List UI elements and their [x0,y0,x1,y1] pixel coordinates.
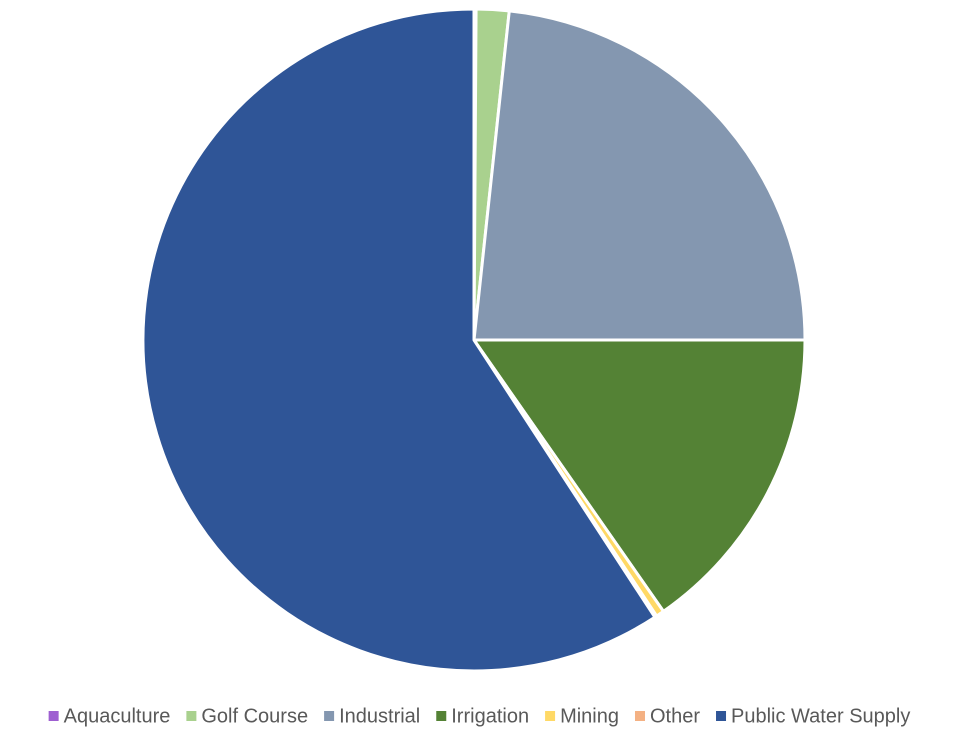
legend-swatch [436,711,447,721]
legend-label: Other [650,705,700,727]
legend-label: Aquaculture [64,705,171,727]
legend-swatch [324,711,335,721]
legend-swatch [186,711,197,721]
pie-slice [472,338,807,613]
legend-label: Irrigation [451,705,529,727]
pie-slice [141,7,657,673]
legend-swatch [545,711,556,721]
pie-slice [472,9,807,342]
legend-label: Public Water Supply [731,705,910,727]
legend-swatch [634,711,645,721]
legend-swatch [716,711,727,721]
legend-label: Industrial [339,705,420,727]
legend-swatch [48,711,59,721]
legend-label: Mining [560,705,619,727]
legend-label: Golf Course [201,705,308,727]
